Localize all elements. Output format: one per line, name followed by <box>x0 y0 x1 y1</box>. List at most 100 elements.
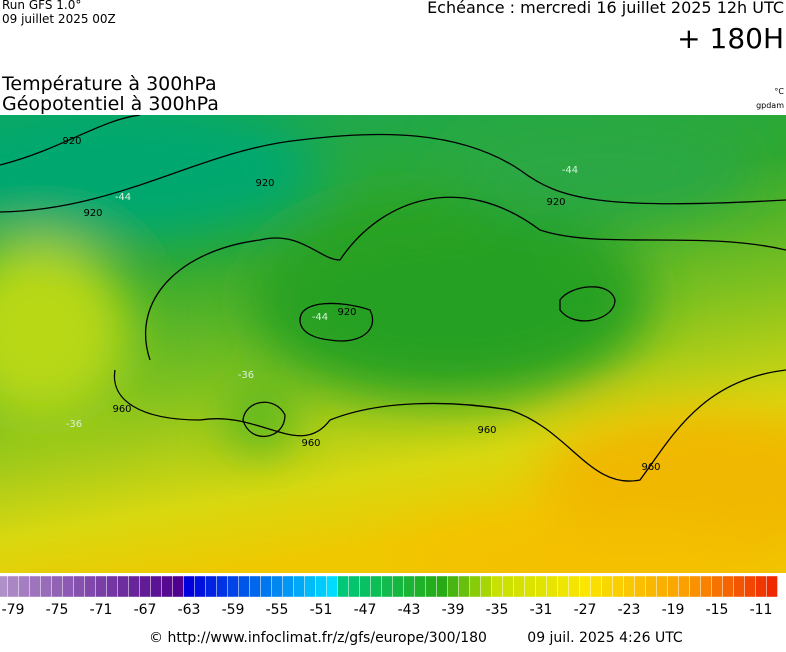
contour-label: -44 <box>115 192 131 203</box>
contour-label: -44 <box>562 165 578 176</box>
scale-swatch <box>337 575 349 598</box>
scale-swatch <box>524 575 536 598</box>
contour-label: -36 <box>66 419 82 430</box>
scale-tick-label: -19 <box>662 602 685 618</box>
scale-tick-label: -47 <box>354 602 377 618</box>
scale-swatch <box>612 575 624 598</box>
field-shading <box>0 115 786 573</box>
map: 920 920 920 920 920 960 960 960 960 -44 -44 -44 -36 -… <box>0 115 786 573</box>
scale-swatch <box>601 575 613 598</box>
footer-generated: 09 juil. 2025 4:26 UTC <box>527 630 683 646</box>
scale-tick-label: -71 <box>90 602 113 618</box>
scale-swatch <box>535 575 547 598</box>
scale-swatch <box>249 575 261 598</box>
scale-tick-label: -59 <box>222 602 245 618</box>
scale-swatch <box>205 575 217 598</box>
scale-swatch <box>359 575 371 598</box>
scale-swatch <box>689 575 701 598</box>
scale-swatch <box>645 575 657 598</box>
run: Run GFS 1.0° <box>2 0 81 12</box>
scale-swatch <box>238 575 250 598</box>
contour-label: 920 <box>62 136 81 147</box>
scale-swatch <box>117 575 129 598</box>
scale-swatch <box>436 575 448 598</box>
contour-label: 920 <box>255 178 274 189</box>
scale-swatch <box>84 575 96 598</box>
scale-swatch <box>403 575 415 598</box>
scale-swatch <box>469 575 481 598</box>
unit-geopotential: gpdam <box>756 101 784 110</box>
scale-swatch <box>29 575 41 598</box>
contour-label: 960 <box>112 404 131 415</box>
scale-swatch <box>95 575 107 598</box>
scale-swatch <box>139 575 151 598</box>
scale-swatch <box>304 575 316 598</box>
contour-label: 920 <box>83 208 102 219</box>
scale-swatch <box>227 575 239 598</box>
title-geopotential: Géopotentiel à 300hPa <box>2 93 219 115</box>
scale-swatch <box>183 575 195 598</box>
title-temperature: Température à 300hPa <box>1 73 217 95</box>
scale-swatch <box>161 575 173 598</box>
scale-tick-label: -43 <box>398 602 421 618</box>
scale-tick-label: -23 <box>618 602 641 618</box>
scale-swatch <box>700 575 712 598</box>
footer-source: © http://www.infoclimat.fr/z/gfs/europe/… <box>149 630 487 646</box>
scale-swatch <box>18 575 30 598</box>
scale-swatch <box>392 575 404 598</box>
geopotential-contours <box>0 115 786 482</box>
scale-tick-label: -55 <box>266 602 289 618</box>
scale-swatch <box>128 575 140 598</box>
scale-tick-label: -75 <box>46 602 69 618</box>
lead-time: + 180H <box>677 22 784 55</box>
unit-temperature: °C <box>774 87 784 96</box>
scale-swatch <box>348 575 360 598</box>
scale-swatch <box>106 575 118 598</box>
scale-swatch <box>73 575 85 598</box>
scale-swatch <box>568 575 580 598</box>
scale-swatch <box>733 575 745 598</box>
contour-label: 960 <box>301 438 320 449</box>
contour-label: -44 <box>312 312 328 323</box>
scale-swatch <box>634 575 646 598</box>
scale-swatch <box>744 575 756 598</box>
contour-label: 960 <box>641 462 660 473</box>
scale-tick-label: -27 <box>574 602 597 618</box>
scale-swatch <box>282 575 294 598</box>
scale-swatch <box>678 575 690 598</box>
scale-swatch <box>414 575 426 598</box>
scale-swatch <box>381 575 393 598</box>
scale-swatch <box>0 575 8 598</box>
scale-swatch <box>51 575 63 598</box>
scale-swatch <box>194 575 206 598</box>
scale-swatch <box>7 575 19 598</box>
scale-tick-label: -31 <box>530 602 553 618</box>
scale-swatch <box>447 575 459 598</box>
contour-label: 960 <box>477 425 496 436</box>
scale-swatch <box>216 575 228 598</box>
contour-label: -36 <box>238 370 254 381</box>
scale-swatch <box>546 575 558 598</box>
scale-tick-label: -79 <box>2 602 25 618</box>
scale-swatch <box>667 575 679 598</box>
scale-swatch <box>711 575 723 598</box>
scale-swatch <box>656 575 668 598</box>
scale-swatch <box>40 575 52 598</box>
scale-swatch <box>579 575 591 598</box>
scale-swatch <box>557 575 569 598</box>
scale-tick-label: -35 <box>486 602 509 618</box>
scale-swatch <box>513 575 525 598</box>
scale-swatch <box>766 575 778 598</box>
scale-swatch <box>491 575 503 598</box>
valid-time: Echéance : mercredi 16 juillet 2025 12h … <box>427 0 784 17</box>
scale-swatch <box>425 575 437 598</box>
scale-tick-label: -51 <box>310 602 333 618</box>
scale-swatch <box>62 575 74 598</box>
scale-swatch <box>315 575 327 598</box>
scale-swatch <box>293 575 305 598</box>
run-date: 09 juillet 2025 00Z <box>2 12 116 26</box>
scale-swatch <box>326 575 338 598</box>
scale-tick-label: -67 <box>134 602 157 618</box>
